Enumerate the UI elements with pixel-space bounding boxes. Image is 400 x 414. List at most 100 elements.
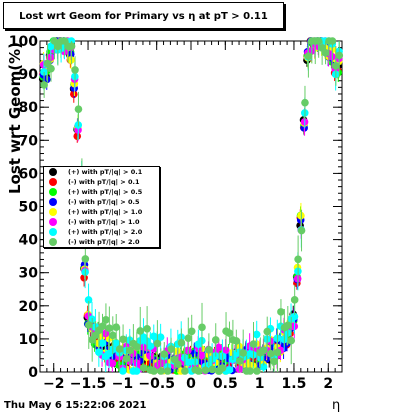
data-point	[98, 322, 107, 331]
x-tick-label: −1.5	[70, 376, 107, 392]
legend-label: (-) with pT/|q| > 0.1	[68, 178, 140, 186]
data-point	[249, 340, 258, 348]
data-point	[201, 366, 210, 374]
data-point	[266, 349, 275, 358]
data-point	[133, 343, 141, 351]
data-point	[294, 255, 302, 264]
data-point	[160, 350, 169, 358]
y-tick-label: 10	[19, 332, 39, 348]
legend-entry: (+) with pT/|q| > 1.0	[44, 207, 159, 217]
x-tick-label: −2	[43, 376, 64, 392]
y-tick-label: 100	[9, 34, 38, 50]
data-point	[150, 367, 158, 375]
data-point	[112, 339, 120, 347]
x-tick-label: 1	[255, 376, 265, 392]
data-point	[304, 52, 313, 60]
legend-marker	[49, 178, 57, 186]
data-point	[194, 367, 203, 375]
data-point	[119, 367, 127, 375]
x-axis-label: η	[332, 398, 341, 413]
data-point	[314, 37, 323, 45]
data-point	[157, 367, 165, 375]
legend: (+) with pT/|q| > 0.1 (-) with pT/|q| > …	[43, 166, 160, 248]
data-point	[253, 367, 261, 375]
y-axis-label: Lost wrt Geom(%)	[6, 42, 24, 194]
data-point	[239, 349, 247, 357]
data-point	[81, 255, 90, 263]
y-tick-label: 60	[19, 166, 39, 182]
data-point	[139, 364, 148, 372]
data-point	[259, 363, 268, 371]
timestamp: Thu May 6 15:22:06 2021	[4, 400, 147, 411]
legend-label: (-) with pT/|q| > 0.5	[68, 198, 140, 206]
x-tick-label: −0.5	[138, 376, 175, 392]
data-point	[297, 226, 306, 235]
legend-entry: (-) with pT/|q| > 1.0	[44, 217, 159, 227]
x-tick-label: 0	[186, 376, 196, 392]
data-point	[71, 66, 79, 74]
x-tick-label: 1.5	[282, 376, 307, 392]
data-point	[235, 357, 244, 365]
data-point	[119, 335, 127, 344]
data-point	[232, 337, 241, 345]
legend-entry: (+) with pT/|q| > 0.1	[44, 167, 159, 177]
data-point	[126, 346, 134, 355]
data-point	[167, 345, 175, 353]
y-tick-label: 40	[19, 233, 39, 249]
data-point	[184, 358, 192, 366]
data-point	[40, 81, 48, 89]
data-point	[225, 366, 234, 374]
data-point	[225, 329, 234, 337]
legend-label: (+) with pT/|q| > 1.0	[68, 208, 143, 216]
data-point	[47, 64, 55, 73]
data-point	[181, 367, 189, 375]
data-point	[108, 331, 117, 340]
legend-marker	[49, 188, 57, 196]
data-point	[84, 296, 93, 304]
data-point	[74, 105, 83, 113]
legend-marker	[49, 228, 57, 236]
data-point	[136, 327, 145, 335]
legend-marker	[49, 238, 57, 246]
data-point	[67, 56, 75, 64]
data-point	[47, 42, 55, 51]
data-point	[184, 334, 193, 343]
data-point	[290, 296, 299, 304]
data-point	[174, 360, 182, 369]
data-point	[163, 367, 172, 375]
data-point	[108, 359, 117, 368]
data-point	[40, 68, 48, 76]
y-tick-label: 80	[19, 100, 39, 116]
y-tick-label: 90	[19, 67, 39, 83]
data-point	[332, 62, 340, 70]
data-point	[149, 332, 158, 341]
data-point	[259, 346, 268, 355]
data-point	[263, 327, 272, 336]
data-point	[102, 316, 110, 324]
data-point	[143, 325, 151, 333]
data-point	[214, 343, 223, 352]
data-point	[284, 321, 292, 330]
data-point	[270, 357, 278, 366]
data-point	[221, 346, 230, 355]
legend-marker	[49, 168, 57, 176]
legend-label: (+) with pT/|q| > 0.1	[68, 168, 143, 176]
data-point	[156, 333, 165, 342]
legend-label: (+) with pT/|q| > 0.5	[68, 188, 143, 196]
legend-entry: (-) with pT/|q| > 0.5	[44, 197, 159, 207]
data-point	[177, 339, 186, 347]
data-point	[205, 345, 213, 354]
legend-label: (+) with pT/|q| > 2.0	[68, 228, 143, 236]
data-point	[287, 336, 296, 345]
data-point	[208, 365, 217, 374]
data-point	[328, 37, 337, 45]
y-tick-label: 0	[28, 365, 38, 381]
legend-marker	[49, 218, 57, 226]
data-point	[80, 273, 88, 282]
data-point	[153, 339, 162, 348]
data-point	[60, 37, 69, 45]
data-point	[187, 327, 196, 336]
y-tick-label: 30	[19, 266, 39, 282]
legend-label: (-) with pT/|q| > 1.0	[68, 218, 140, 226]
legend-label: (-) with pT/|q| > 2.0	[68, 238, 140, 246]
